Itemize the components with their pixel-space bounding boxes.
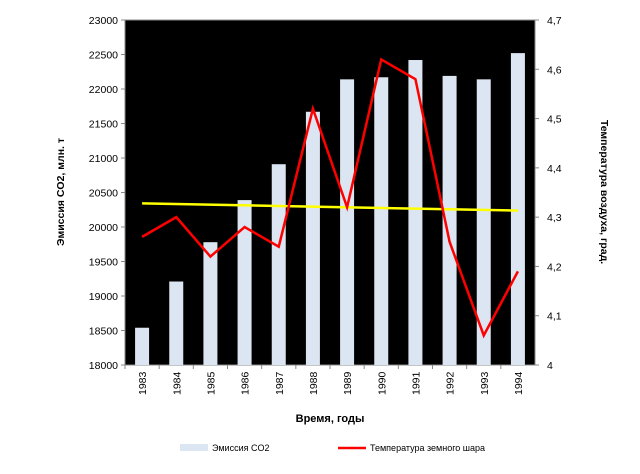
x-tick-label: 1993: [479, 371, 491, 395]
x-tick-label: 1991: [410, 371, 422, 395]
x-tick-label: 1989: [342, 371, 354, 395]
legend-swatch-emission: [180, 444, 208, 451]
x-tick-label: 1988: [308, 371, 320, 395]
x-tick-label: 1983: [137, 371, 149, 395]
legend-label-emission: Эмиссия CO2: [212, 443, 270, 453]
bar-1988: [305, 111, 320, 366]
y2-tick-label: 4: [547, 360, 553, 372]
trend-line: [142, 202, 518, 212]
bar-1991: [408, 60, 423, 366]
y2-tick-label: 4,4: [547, 163, 562, 175]
y-tick-label: 19500: [89, 257, 118, 269]
x-tick-label: 1986: [240, 371, 252, 395]
bar-1985: [203, 242, 218, 365]
y2-tick-label: 4,3: [547, 212, 562, 224]
y2-tick-label: 4,5: [547, 114, 562, 126]
legend: Эмиссия CO2 Температура земного шара: [180, 443, 485, 453]
y-tick-label: 22000: [89, 84, 118, 96]
temperature-line: [141, 57, 520, 339]
y-tick-label: 21500: [89, 119, 118, 131]
y-tick-label: 22500: [89, 50, 118, 62]
x-tick-label: 1984: [171, 371, 183, 395]
y2-tick-label: 4,7: [547, 15, 562, 27]
x-tick-label: 1992: [445, 371, 457, 395]
y-tick-label: 20000: [89, 222, 118, 234]
x-tick-label: 1994: [513, 371, 525, 395]
bar-1993: [476, 79, 491, 365]
y-tick-label: 19000: [89, 291, 118, 303]
bar-1994: [510, 53, 525, 366]
bar-1992: [442, 75, 457, 365]
bar-1989: [340, 79, 355, 365]
y-tick-label: 18000: [89, 360, 118, 372]
x-tick-label: 1985: [205, 371, 217, 395]
legend-label-temperature: Температура земного шара: [370, 443, 485, 453]
bar-1984: [169, 281, 184, 365]
y-tick-label: 23000: [89, 15, 118, 27]
y2-tick-label: 4,6: [547, 64, 562, 76]
plot-area: [124, 19, 536, 366]
y2-tick-label: 4,1: [547, 311, 562, 323]
y2-axis-label: Температура воздуха, град.: [598, 120, 610, 264]
y-tick-label: 21000: [89, 153, 118, 165]
y-axis-label: Эмиссия CO2, млн. т: [55, 138, 67, 246]
y-tick-label: 20500: [89, 188, 118, 200]
bar-1983: [135, 327, 150, 365]
bar-1986: [237, 200, 252, 365]
x-tick-label: 1990: [376, 371, 388, 395]
bar-1990: [374, 77, 389, 366]
x-axis-label: Время, годы: [296, 413, 365, 425]
x-tick-label: 1987: [274, 371, 286, 395]
bar-1987: [271, 164, 286, 365]
y-tick-label: 18500: [89, 326, 118, 338]
y2-tick-label: 4,2: [547, 261, 562, 273]
